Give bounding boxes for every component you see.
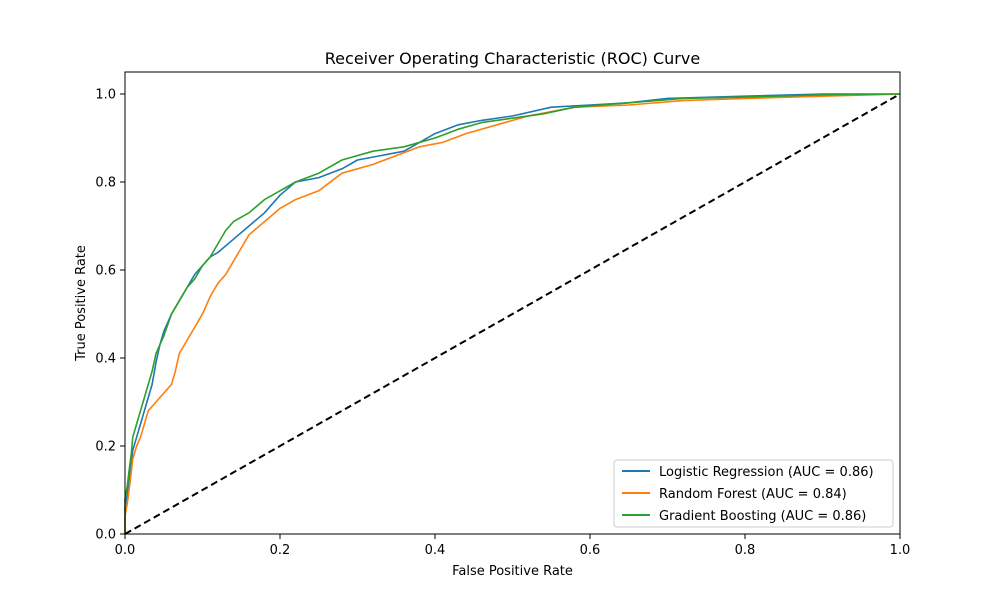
y-axis-ticks: 0.0 0.2 0.4 0.6 0.8 1.0 xyxy=(95,88,125,543)
x-axis-label: False Positive Rate xyxy=(452,564,573,579)
series-line-gradient-boosting xyxy=(124,93,901,534)
y-axis-label: True Positive Rate xyxy=(74,245,89,362)
plot-background xyxy=(125,72,900,534)
x-tick-label: 0.2 xyxy=(270,543,291,558)
legend-label-logistic-regression: Logistic Regression (AUC = 0.86) xyxy=(659,465,874,480)
plot-frame xyxy=(124,71,901,535)
y-tick-label: 0.8 xyxy=(95,176,116,191)
chart-title: Receiver Operating Characteristic (ROC) … xyxy=(325,49,700,68)
legend-frame xyxy=(613,459,894,528)
series-layer xyxy=(124,93,901,535)
legend: Logistic Regression (AUC = 0.86) Random … xyxy=(613,459,894,528)
x-tick-label: 0.0 xyxy=(115,543,136,558)
y-tick-label: 0.4 xyxy=(95,352,116,367)
legend-label-gradient-boosting: Gradient Boosting (AUC = 0.86) xyxy=(659,509,866,524)
y-tick-label: 0.6 xyxy=(95,264,116,279)
series-line-random-forest xyxy=(124,93,901,534)
plot-area xyxy=(124,71,901,535)
x-tick-label: 0.6 xyxy=(580,543,601,558)
y-tick-label: 0.0 xyxy=(95,528,116,543)
x-tick-label: 1.0 xyxy=(890,543,911,558)
y-tick-label: 0.2 xyxy=(95,440,116,455)
x-tick-label: 0.8 xyxy=(735,543,756,558)
y-tick-label: 1.0 xyxy=(95,88,116,103)
series-line-chance xyxy=(124,93,901,535)
series-line-logistic-regression xyxy=(124,93,900,534)
legend-label-random-forest: Random Forest (AUC = 0.84) xyxy=(659,487,847,502)
x-axis-ticks: 0.0 0.2 0.4 0.6 0.8 1.0 xyxy=(115,534,911,558)
x-tick-label: 0.4 xyxy=(425,543,446,558)
